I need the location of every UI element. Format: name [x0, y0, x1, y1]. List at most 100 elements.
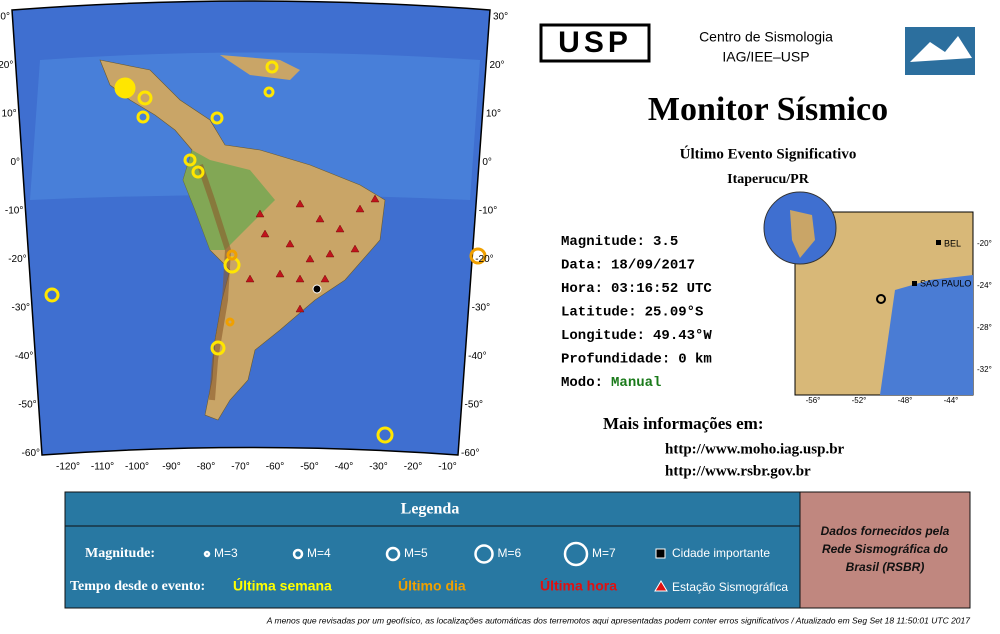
emblem-mountain — [910, 36, 972, 62]
magnitude-label: M=6 — [498, 546, 522, 560]
map: 30° 30° 20° 20° 10° 10° 0° 0° -10° -10° -20° -20° -3… — [0, 0, 508, 473]
lon-label: -90° — [162, 462, 180, 473]
lat-label: -50° — [465, 400, 483, 411]
lat-label: -20° — [8, 254, 26, 265]
field-value: 18/09/2017 — [611, 257, 695, 273]
magnitude-symbol — [203, 550, 211, 558]
lat-label: -30° — [12, 303, 30, 314]
field-label: Modo: — [561, 375, 603, 391]
lat-label: 0° — [10, 157, 20, 168]
event-row: Latitude: 25.09°S — [561, 304, 703, 320]
magnitude-label: Magnitude: — [85, 546, 155, 561]
location: Itaperucu/PR — [727, 172, 810, 187]
lon-label: -80° — [197, 462, 215, 473]
period-week: Última semana — [233, 577, 332, 594]
lat-label: -60° — [22, 448, 40, 459]
stations — [245, 194, 380, 313]
field-value: 3.5 — [653, 234, 678, 250]
lon-label: -50° — [300, 462, 318, 473]
lat-label: 0° — [482, 157, 492, 168]
lat-label: -50° — [18, 400, 36, 411]
magnitude-symbol — [563, 541, 589, 567]
andes — [197, 164, 232, 401]
inset-lon-label: -48° — [898, 396, 913, 405]
events-day — [225, 247, 487, 327]
lon-label: -100° — [125, 462, 149, 473]
lon-label: -70° — [231, 462, 249, 473]
usp-logo-text: USP — [558, 26, 632, 59]
magnitude-label: M=7 — [592, 546, 616, 560]
department: IAG/IEE–USP — [722, 49, 809, 65]
field-value: Manual — [611, 375, 661, 391]
usp-logo — [539, 23, 651, 63]
field-label: Magnitude: — [561, 234, 645, 250]
inset-event — [876, 294, 886, 304]
field-value: 03:16:52 UTC — [611, 281, 712, 297]
city-marker — [912, 281, 917, 286]
magnitude-symbol — [292, 548, 304, 560]
magnitude-label: M=4 — [307, 546, 331, 560]
event-row: Data: 18/09/2017 — [561, 257, 695, 273]
magnitude-symbol — [474, 544, 494, 564]
inset-lat-label: -20° — [977, 239, 992, 248]
inset-lon-label: -44° — [944, 396, 959, 405]
city-legend: Cidade importante — [672, 546, 770, 560]
lat-label: 30° — [0, 12, 10, 23]
link[interactable]: http://www.rsbr.gov.br — [665, 463, 811, 479]
period-day: Último dia — [398, 577, 466, 594]
lon-label: -120° — [56, 462, 80, 473]
lat-label: 10° — [486, 109, 501, 120]
lat-label: 20° — [489, 60, 504, 71]
lon-label: -20° — [404, 462, 422, 473]
caribbean — [220, 55, 300, 80]
lon-labels: -120° -110° -100° -90° -80° -70° -60° -50° -40° -… — [56, 462, 457, 473]
inset-lon-label: -52° — [852, 396, 867, 405]
field-value: 49.43°W — [653, 328, 712, 344]
lat-label: -60° — [461, 448, 479, 459]
inset-lat-label: -24° — [977, 281, 992, 290]
station-legend: Estação Sismográfica — [672, 580, 788, 594]
link[interactable]: http://www.moho.iag.usp.br — [665, 441, 845, 457]
lat-label: -30° — [472, 303, 490, 314]
events — [44, 60, 394, 444]
event-row: Hora: 03:16:52 UTC — [561, 281, 712, 297]
magnitude-label: M=5 — [404, 546, 428, 560]
event-row: Magnitude: 3.5 — [561, 234, 678, 250]
lon-label: -10° — [438, 462, 456, 473]
source: Dados fornecidos pela Rede Sismográfica d… — [821, 524, 950, 574]
lat-label: -40° — [468, 351, 486, 362]
station-symbol — [654, 580, 668, 592]
magnitude-scale: M=3 M=4 M=5 M=6 M=7 — [203, 541, 616, 567]
field-value: 0 km — [678, 351, 712, 367]
city-label: SAO PAULO — [920, 278, 971, 288]
lon-label: -60° — [266, 462, 284, 473]
last-event — [312, 284, 322, 294]
more-info-label: Mais informações em: — [603, 414, 764, 433]
field-label: Hora: — [561, 281, 603, 297]
magnitude-symbol — [385, 546, 401, 562]
magnitude-label: M=3 — [214, 546, 238, 560]
field-label: Latitude: — [561, 304, 637, 320]
period-hour: Última hora — [540, 577, 617, 594]
field-label: Profundidade: — [561, 351, 670, 367]
legend-title: Legenda — [401, 501, 460, 518]
source-box — [799, 491, 971, 609]
lon-label: -40° — [335, 462, 353, 473]
field-value: 25.09°S — [645, 304, 704, 320]
footer: A menos que revisadas por um geofísico, … — [266, 615, 970, 625]
lat-labels: 30° 30° 20° 20° 10° 10° 0° 0° -10° -10° -20° -20° -3… — [0, 12, 508, 460]
lat-label: 20° — [0, 60, 13, 71]
subtitle: Último Evento Significativo — [680, 145, 857, 162]
event-details: Magnitude: 3.5 Data: 18/09/2017 Hora: 03:16:5… — [561, 234, 712, 391]
city-label: BEL — [944, 238, 961, 248]
inset-lat-label: -32° — [977, 365, 992, 374]
lat-label: 10° — [2, 109, 17, 120]
lon-label: -110° — [91, 462, 114, 473]
time-label: Tempo desde o evento: — [70, 579, 205, 594]
source-text: Dados fornecidos pela Rede Sismográfica d… — [821, 524, 950, 574]
field-label: Longitude: — [561, 328, 645, 344]
lat-label: 30° — [493, 12, 508, 23]
lat-label: -10° — [479, 206, 497, 217]
